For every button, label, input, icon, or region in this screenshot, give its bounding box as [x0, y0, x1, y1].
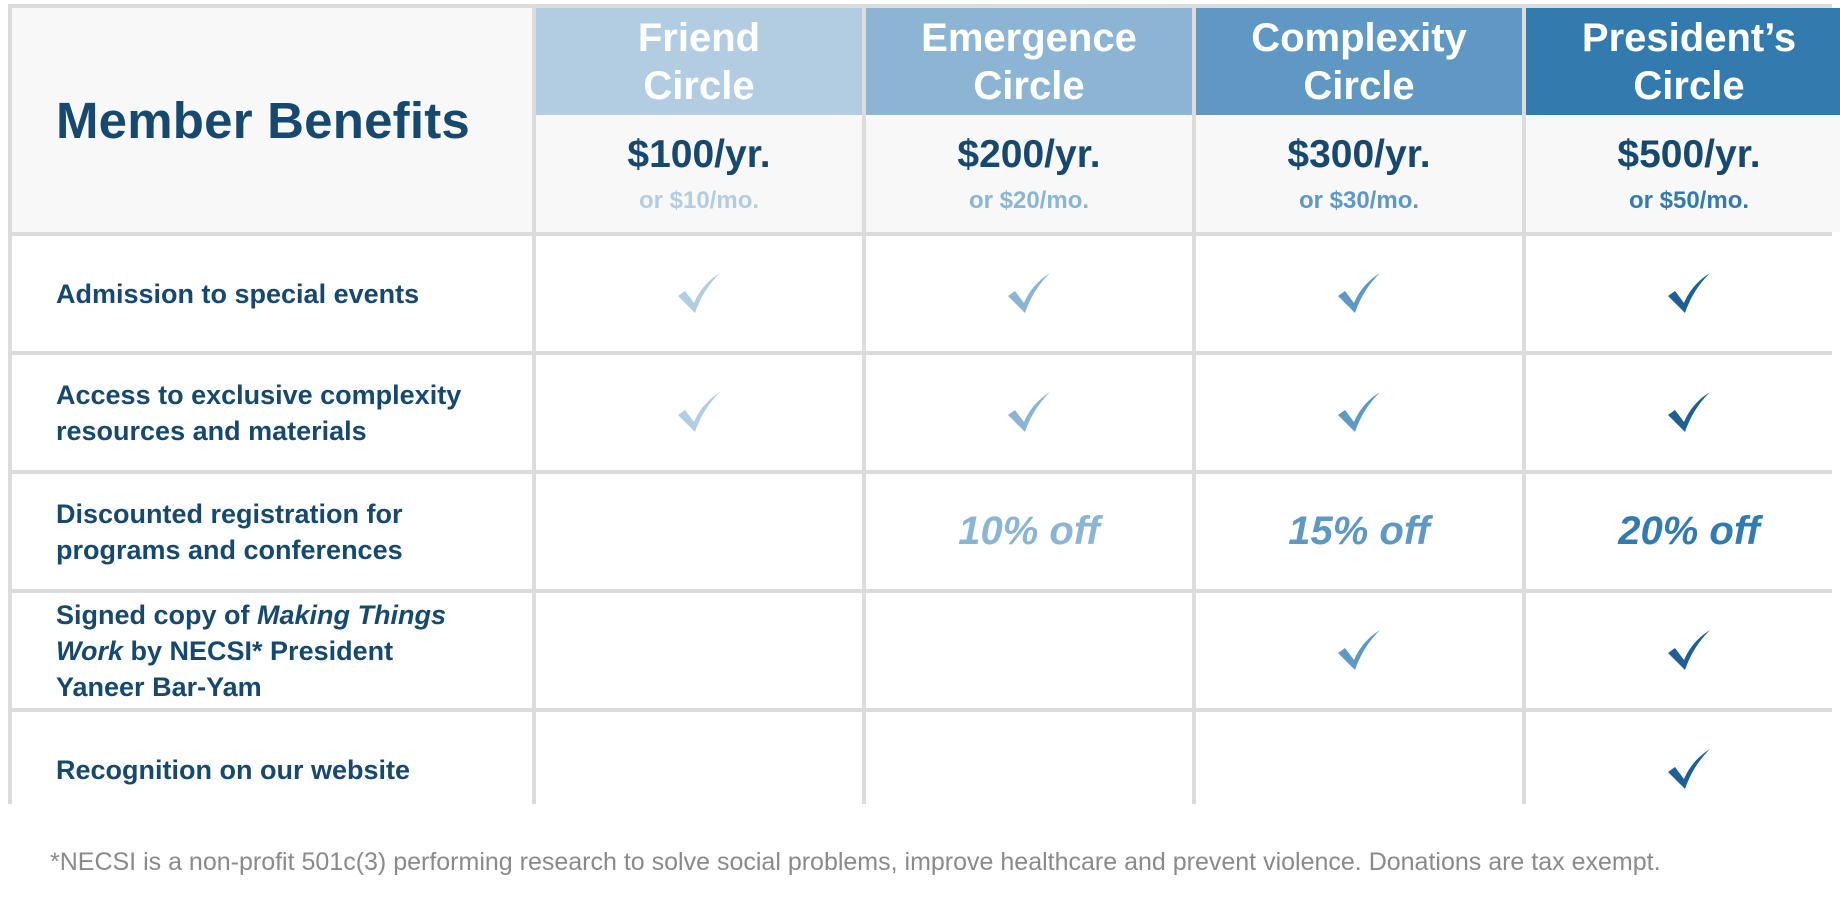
price-year: $500/yr. [1617, 132, 1761, 176]
tier-price: $200/yr. or $20/mo. [866, 115, 1192, 232]
benefit-website-recognition: Recognition on our website [12, 712, 532, 827]
price-month: or $50/mo. [1628, 186, 1750, 214]
benefit-cell [866, 236, 1192, 351]
checkmark-icon [1008, 272, 1050, 313]
benefit-cell [1196, 712, 1522, 827]
checkmark-icon [1668, 629, 1710, 670]
benefit-cell [1526, 236, 1840, 351]
checkmark-icon [1338, 272, 1380, 313]
benefit-cell [1196, 355, 1522, 470]
checkmark-icon [1668, 748, 1710, 789]
discount-label: 15% off [1288, 509, 1430, 553]
tier-name: Emergence Circle [866, 8, 1192, 115]
checkmark-icon [1668, 272, 1710, 313]
checkmark-icon [1338, 391, 1380, 432]
tier-name: Friend Circle [536, 8, 862, 115]
footnote: *NECSI is a non-profit 501c(3) performin… [50, 848, 1661, 876]
benefit-admission-special-events: Admission to special events [12, 236, 532, 351]
benefit-cell [536, 593, 862, 708]
benefit-cell [866, 712, 1192, 827]
benefit-cell [1196, 593, 1522, 708]
tier-price: $500/yr. or $50/mo. [1526, 115, 1840, 232]
member-benefits-table: Member Benefits Friend Circle $100/yr. or… [8, 4, 1840, 827]
benefit-cell [1196, 236, 1522, 351]
tier-price: $300/yr. or $30/mo. [1196, 115, 1522, 232]
discount-label: 20% off [1618, 509, 1760, 553]
benefit-cell [1526, 593, 1840, 708]
benefit-cell [866, 593, 1192, 708]
tier-emergence-circle: Emergence Circle $200/yr. or $20/mo. [866, 8, 1192, 232]
benefit-signed-book: Signed copy of Making Things Work by NEC… [12, 593, 532, 708]
price-year: $100/yr. [627, 132, 771, 176]
tier-friend-circle: Friend Circle $100/yr. or $10/mo. [536, 8, 862, 232]
price-month: or $30/mo. [1298, 186, 1420, 214]
benefit-cell [536, 474, 862, 589]
benefit-cell: 15% off [1196, 474, 1522, 589]
price-year: $200/yr. [957, 132, 1101, 176]
benefit-cell: 20% off [1526, 474, 1840, 589]
tier-complexity-circle: Complexity Circle $300/yr. or $30/mo. [1196, 8, 1522, 232]
benefit-cell [866, 355, 1192, 470]
price-year: $300/yr. [1287, 132, 1431, 176]
tier-name: President’s Circle [1526, 8, 1840, 115]
table-corner: Member Benefits [12, 8, 532, 232]
benefit-cell [1526, 355, 1840, 470]
tier-price: $100/yr. or $10/mo. [536, 115, 862, 232]
tier-presidents-circle: President’s Circle $500/yr. or $50/mo. [1526, 8, 1840, 232]
tier-name: Complexity Circle [1196, 8, 1522, 115]
benefit-cell [536, 355, 862, 470]
benefit-discounted-registration: Discounted registration for programs and… [12, 474, 532, 589]
benefit-cell [1526, 712, 1840, 827]
benefit-cell [536, 712, 862, 827]
benefit-access-resources: Access to exclusive complexity resources… [12, 355, 532, 470]
checkmark-icon [678, 272, 720, 313]
benefit-cell [536, 236, 862, 351]
checkmark-icon [1008, 391, 1050, 432]
price-month: or $10/mo. [638, 186, 760, 214]
price-month: or $20/mo. [968, 186, 1090, 214]
page-title: Member Benefits [56, 91, 470, 149]
discount-label: 10% off [958, 509, 1100, 553]
checkmark-icon [678, 391, 720, 432]
checkmark-icon [1668, 391, 1710, 432]
benefit-cell: 10% off [866, 474, 1192, 589]
checkmark-icon [1338, 629, 1380, 670]
